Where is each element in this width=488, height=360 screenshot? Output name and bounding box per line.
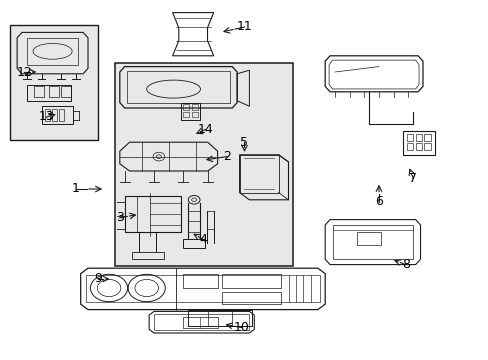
Bar [41,106,73,124]
Bar [424,143,430,150]
Bar [406,134,412,141]
Bar [61,86,71,97]
Text: 4: 4 [199,233,206,246]
Bar [192,104,198,110]
Bar [181,103,199,120]
Text: 7: 7 [408,172,416,185]
Bar [415,143,421,150]
Text: 14: 14 [197,123,213,136]
Bar [406,143,412,150]
Bar [424,134,430,141]
Bar [45,109,50,121]
Bar [34,86,44,97]
Text: 3: 3 [116,211,123,224]
Bar [183,274,217,288]
Bar [10,25,98,140]
Text: 5: 5 [240,136,248,149]
Bar [183,112,189,117]
Text: 13: 13 [39,111,54,123]
Text: 9: 9 [94,273,102,285]
Bar [115,63,293,266]
Text: 11: 11 [236,21,252,33]
Bar [183,104,189,110]
Text: 12: 12 [17,66,32,78]
Text: 8: 8 [401,258,409,271]
Text: 2: 2 [223,150,231,163]
Bar [192,112,198,117]
Bar [52,109,57,121]
Bar [403,131,434,155]
Bar [59,109,64,121]
Bar [222,274,281,288]
Text: 10: 10 [234,321,249,334]
Bar [415,134,421,141]
Bar [49,86,59,97]
Bar [222,292,281,304]
Text: 6: 6 [374,195,382,208]
Text: 1: 1 [72,183,80,195]
